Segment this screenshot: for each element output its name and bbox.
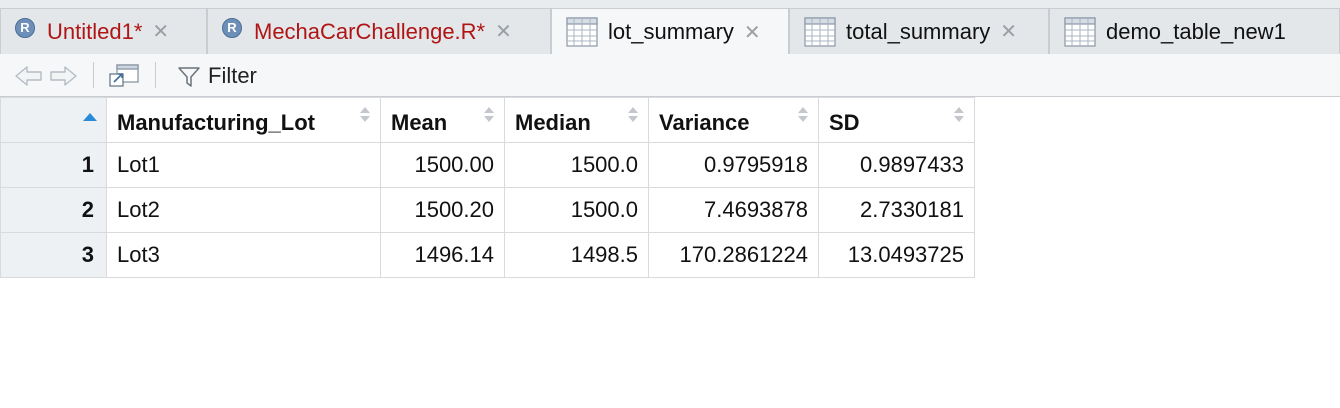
sort-ascending-icon <box>83 113 97 121</box>
back-arrow-icon[interactable] <box>14 64 44 88</box>
row-number: 1 <box>0 142 107 188</box>
row-number: 2 <box>0 187 107 233</box>
cell-median: 1500.0 <box>504 142 649 188</box>
data-grid-icon <box>804 16 836 47</box>
sort-toggle-icon[interactable] <box>360 107 370 123</box>
editor-tab-bar: R Untitled1* ✕ R MechaCarChallenge.R* ✕ … <box>0 0 1340 55</box>
data-grid-icon <box>1064 16 1096 47</box>
cell-mean: 1500.20 <box>380 187 505 233</box>
data-table: Manufacturing_Lot Mean Median Variance S… <box>0 97 975 278</box>
tab-lot-summary[interactable]: lot_summary ✕ <box>551 8 789 55</box>
close-icon[interactable]: ✕ <box>1000 21 1018 43</box>
tab-total-summary[interactable]: total_summary ✕ <box>789 8 1049 54</box>
cell-mean: 1500.00 <box>380 142 505 188</box>
tab-label: demo_table_new1 <box>1106 18 1286 44</box>
toolbar-divider <box>155 62 156 88</box>
sort-toggle-icon[interactable] <box>954 107 964 123</box>
tab-untitled1[interactable]: R Untitled1* ✕ <box>0 8 207 54</box>
cell-median: 1500.0 <box>504 187 649 233</box>
column-header-variance[interactable]: Variance <box>648 97 819 143</box>
show-in-window-icon[interactable] <box>108 63 140 89</box>
tab-label: MechaCarChallenge.R* <box>254 18 486 44</box>
column-header-sd[interactable]: SD <box>818 97 975 143</box>
column-header-manufacturing-lot[interactable]: Manufacturing_Lot <box>106 97 381 143</box>
data-viewer-toolbar: Filter <box>0 54 1340 97</box>
tab-label: Untitled1* <box>47 18 143 44</box>
column-header-mean[interactable]: Mean <box>380 97 505 143</box>
tab-demo-table-new1[interactable]: demo_table_new1 <box>1049 8 1340 54</box>
filter-button-label[interactable]: Filter <box>208 63 257 88</box>
cell-manufacturing-lot: Lot2 <box>106 187 381 233</box>
table-row: 2 Lot2 1500.20 1500.0 7.4693878 2.733018… <box>0 187 975 233</box>
data-grid-icon <box>566 17 598 47</box>
sort-toggle-icon[interactable] <box>798 107 808 123</box>
row-number: 3 <box>0 232 107 278</box>
r-file-icon: R <box>222 17 242 38</box>
cell-sd: 0.9897433 <box>818 142 975 188</box>
close-icon[interactable]: ✕ <box>152 21 170 43</box>
row-number-header[interactable] <box>0 97 107 143</box>
cell-manufacturing-lot: Lot1 <box>106 142 381 188</box>
column-header-median[interactable]: Median <box>504 97 649 143</box>
tab-label: lot_summary <box>608 19 734 44</box>
r-file-icon: R <box>15 17 35 38</box>
close-icon[interactable]: ✕ <box>495 21 512 43</box>
sort-toggle-icon[interactable] <box>484 107 494 123</box>
sort-toggle-icon[interactable] <box>628 107 638 123</box>
tab-mechacarchallenge[interactable]: R MechaCarChallenge.R* ✕ <box>207 8 551 54</box>
filter-funnel-icon[interactable] <box>177 66 201 88</box>
forward-arrow-icon[interactable] <box>48 64 78 88</box>
table-header-row: Manufacturing_Lot Mean Median Variance S… <box>0 97 975 143</box>
table-row: 1 Lot1 1500.00 1500.0 0.9795918 0.989743… <box>0 142 975 188</box>
cell-variance: 7.4693878 <box>648 187 819 233</box>
toolbar-divider <box>93 62 94 88</box>
table-row: 3 Lot3 1496.14 1498.5 170.2861224 13.049… <box>0 232 975 278</box>
cell-median: 1498.5 <box>504 232 649 278</box>
cell-manufacturing-lot: Lot3 <box>106 232 381 278</box>
cell-mean: 1496.14 <box>380 232 505 278</box>
cell-sd: 2.7330181 <box>818 187 975 233</box>
cell-variance: 170.2861224 <box>648 232 819 278</box>
close-icon[interactable]: ✕ <box>743 21 761 44</box>
cell-sd: 13.0493725 <box>818 232 975 278</box>
tab-label: total_summary <box>846 18 991 44</box>
cell-variance: 0.9795918 <box>648 142 819 188</box>
